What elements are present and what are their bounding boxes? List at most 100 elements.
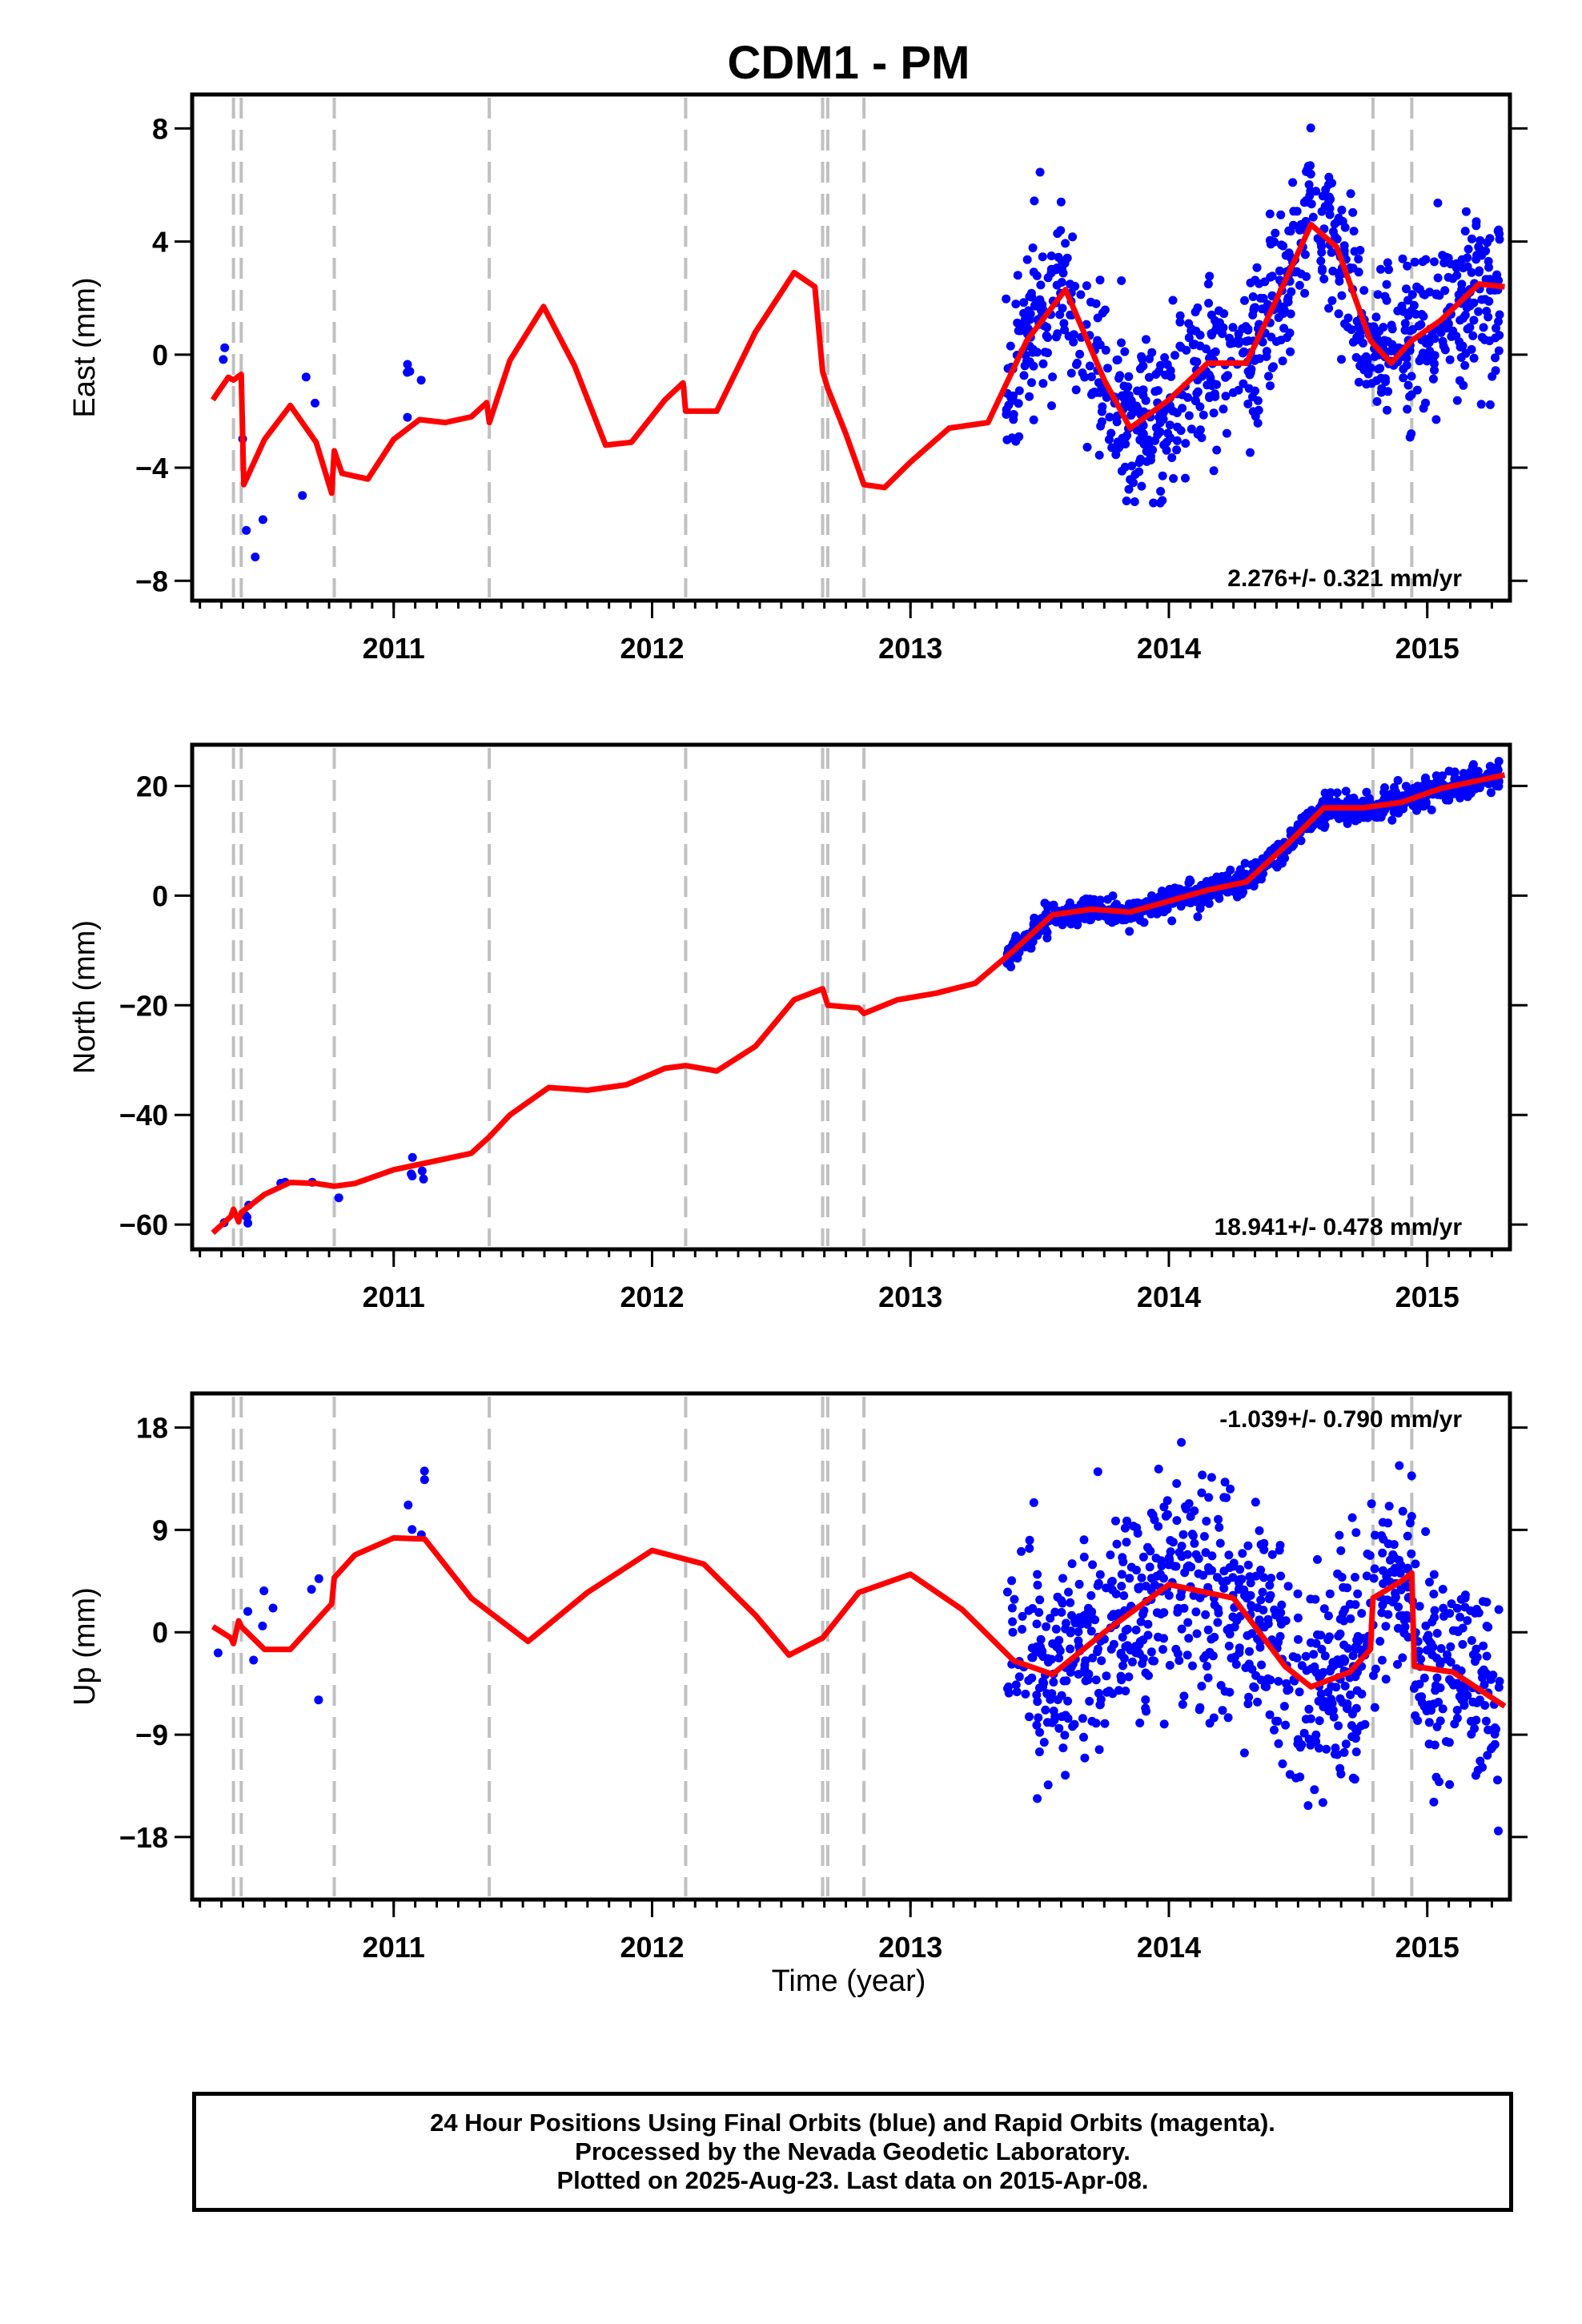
up-point-814: [1324, 1707, 1334, 1715]
east-point-508: [1038, 379, 1048, 388]
up-point-469: [1025, 1535, 1034, 1545]
east-point-868: [1361, 352, 1371, 361]
east-point-650: [1354, 255, 1363, 263]
north-point-870: [1286, 826, 1295, 835]
east-point-754: [1058, 265, 1067, 275]
east-point-812: [1339, 246, 1349, 255]
up-points: [213, 1437, 1504, 1835]
east-point-731: [1485, 400, 1495, 409]
up-point-397: [1146, 1546, 1155, 1556]
up-point-437: [1467, 1730, 1476, 1739]
north-point-892: [1297, 813, 1307, 822]
up-point-899: [1331, 1743, 1340, 1753]
east-point-445: [1448, 326, 1458, 336]
up-point-326: [1336, 1546, 1346, 1555]
up-point-853: [1307, 1664, 1316, 1674]
up-point-744: [1294, 1634, 1303, 1644]
east-point-13: [405, 367, 415, 376]
up-point-760: [1188, 1531, 1198, 1541]
east-point-388: [1416, 320, 1426, 329]
east-point-100: [1288, 178, 1298, 187]
up-point-347: [1381, 1622, 1391, 1631]
east-point-653: [1308, 212, 1318, 222]
up-point-344: [1421, 1527, 1431, 1536]
up-point-6: [268, 1603, 278, 1613]
east-point-582: [1056, 226, 1066, 235]
east-point-903: [1240, 296, 1249, 305]
up-point-534: [1189, 1590, 1199, 1600]
east-point-378: [1459, 263, 1468, 273]
up-point-237: [1058, 1574, 1067, 1583]
east-point-424: [1221, 392, 1231, 401]
up-point-743: [1482, 1651, 1492, 1661]
up-point-892: [1255, 1615, 1264, 1625]
up-point-757: [1271, 1716, 1281, 1726]
up-point-138: [1121, 1626, 1130, 1635]
up-point-30: [1277, 1600, 1287, 1610]
north-point-10: [417, 1166, 427, 1176]
east-point-869: [1100, 305, 1110, 315]
north-point-405: [1379, 788, 1389, 797]
east-point-133: [1468, 331, 1478, 340]
north-point-385: [1125, 927, 1134, 936]
caption-box: 24 Hour Positions Using Final Orbits (bl…: [192, 2092, 1513, 2212]
east-point-2: [220, 343, 230, 352]
north-model-line: [211, 772, 1506, 1236]
up-point-506: [1121, 1687, 1130, 1695]
east-point-383: [1239, 379, 1248, 388]
up-point-692: [1166, 1547, 1175, 1557]
up-point-98: [1429, 1797, 1439, 1807]
up-point-565: [1407, 1512, 1416, 1521]
up-point-602: [1008, 1627, 1018, 1637]
east-point-306: [1251, 303, 1260, 312]
east-point-488: [1014, 432, 1024, 441]
up-point-320: [1480, 1680, 1489, 1690]
up-point-568: [1480, 1701, 1490, 1710]
east-point-95: [1403, 261, 1412, 271]
up-point-583: [1257, 1660, 1267, 1670]
east-point-629: [1307, 199, 1316, 209]
up-point-839: [1150, 1515, 1159, 1525]
up-point-637: [1319, 1667, 1328, 1677]
east-point-446: [1491, 353, 1500, 363]
up-point-367: [1348, 1651, 1358, 1660]
chart-title: CDM1 - PM: [728, 37, 970, 89]
up-point-813: [1156, 1610, 1166, 1618]
up-point-749: [1095, 1700, 1105, 1709]
east-point-825: [1495, 331, 1504, 340]
up-point-714: [1220, 1478, 1230, 1487]
up-point-799: [1165, 1661, 1174, 1670]
up-ytick-label-4: −18: [119, 1821, 168, 1854]
east-point-366: [1325, 210, 1335, 219]
east-point-702: [1205, 271, 1215, 281]
up-point-365: [1383, 1518, 1393, 1528]
east-point-583: [1244, 384, 1254, 393]
east-point-25: [1075, 349, 1085, 359]
up-point-12: [408, 1525, 417, 1534]
east-point-854: [1248, 310, 1258, 320]
up-point-736: [1443, 1650, 1452, 1659]
up-point-613: [1201, 1610, 1211, 1619]
east-point-84: [1398, 254, 1407, 263]
up-point-630: [1146, 1574, 1156, 1583]
up-point-363: [1033, 1580, 1042, 1590]
north-point-450: [1427, 805, 1436, 814]
up-point-149: [1050, 1607, 1060, 1617]
up-point-145: [1430, 1606, 1439, 1615]
caption-line-1: 24 Hour Positions Using Final Orbits (bl…: [430, 2109, 1275, 2137]
up-point-255: [1429, 1590, 1439, 1598]
up-point-50: [1424, 1718, 1434, 1727]
up-point-617: [1028, 1653, 1038, 1663]
north-point-905: [1348, 795, 1358, 805]
up-point-656: [1146, 1647, 1156, 1657]
east-point-448: [1162, 437, 1171, 447]
up-point-480: [1018, 1625, 1027, 1634]
up-point-730: [1267, 1550, 1277, 1559]
up-point-684: [1274, 1677, 1283, 1686]
east-point-240: [1430, 365, 1439, 375]
up-point-458: [1008, 1617, 1018, 1626]
east-point-338: [1082, 281, 1091, 291]
east-point-510: [1324, 192, 1334, 202]
east-point-546: [1318, 191, 1327, 201]
north-point-783: [1415, 799, 1424, 809]
